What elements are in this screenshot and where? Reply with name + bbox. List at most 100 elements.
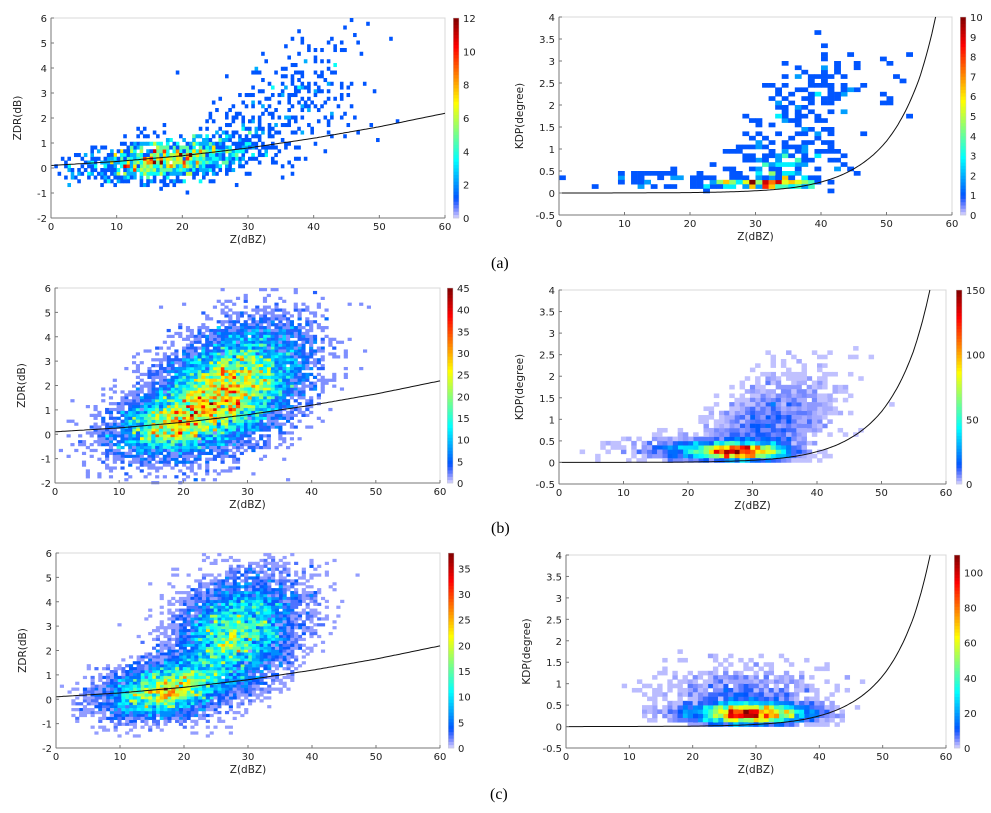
density-bin: [172, 153, 177, 158]
density-bin: [274, 153, 278, 158]
density-bin: [262, 288, 268, 292]
density-bin: [221, 156, 226, 161]
density-bin: [305, 358, 310, 362]
density-bin: [158, 416, 164, 420]
density-bin: [211, 168, 216, 173]
density-bin: [703, 453, 709, 459]
density-bin: [282, 299, 287, 303]
density-bin: [220, 328, 225, 333]
density-bin: [232, 445, 237, 450]
density-bin: [330, 115, 334, 120]
density-bin: [626, 436, 632, 442]
density-bin: [814, 113, 822, 119]
density-bin: [313, 55, 318, 60]
density-bin: [212, 445, 217, 450]
density-bin: [807, 74, 815, 79]
density-bin: [178, 428, 183, 432]
density-bin: [174, 378, 179, 382]
colorbar-segment: [960, 168, 966, 173]
density-bin: [332, 375, 337, 379]
density-bin: [212, 366, 217, 371]
density-bin: [110, 179, 114, 184]
density-bin: [786, 445, 792, 450]
density-bin: [791, 449, 797, 455]
density-bin: [267, 684, 272, 688]
density-bin: [255, 658, 260, 662]
density-bin: [282, 331, 287, 336]
density-bin: [657, 453, 663, 459]
density-bin: [232, 416, 237, 420]
density-bin: [274, 381, 279, 385]
density-bin: [247, 428, 252, 432]
density-bin: [170, 390, 175, 394]
density-bin: [224, 340, 229, 344]
density-bin: [135, 375, 140, 379]
density-bin: [112, 454, 117, 458]
density-bin: [255, 428, 260, 432]
colorbar-segment: [960, 185, 966, 189]
density-bin: [282, 416, 287, 420]
density-bin: [198, 643, 203, 647]
density-bin: [239, 340, 244, 344]
density-bin: [166, 328, 171, 333]
density-bin: [688, 449, 694, 455]
density-bin: [185, 402, 191, 406]
density-bin: [205, 611, 210, 615]
density-bin: [170, 422, 175, 426]
density-bin: [760, 415, 766, 420]
density-bin: [243, 384, 248, 388]
density-bin: [255, 646, 260, 650]
density-bin: [735, 171, 743, 176]
density-bin: [266, 337, 271, 341]
density-bin: [339, 93, 344, 98]
density-bin: [320, 387, 325, 391]
density-bin: [193, 478, 198, 482]
density-bin: [297, 145, 301, 150]
density-bin: [128, 475, 133, 479]
density-bin: [780, 406, 787, 412]
density-bin: [282, 437, 287, 441]
density-bin: [201, 646, 207, 650]
colorbar-segment: [956, 416, 962, 420]
density-bin: [178, 655, 184, 659]
density-bin: [197, 390, 202, 394]
density-bin: [284, 44, 288, 49]
density-bin: [155, 460, 160, 464]
density-bin: [286, 375, 291, 379]
density-bin: [259, 343, 264, 347]
density-bin: [194, 631, 199, 636]
density-bin: [817, 458, 823, 463]
density-bin: [274, 407, 279, 412]
density-bin: [220, 437, 225, 441]
density-bin: [326, 59, 331, 64]
density-bin: [235, 343, 241, 347]
density-bin: [286, 349, 291, 353]
density-bin: [791, 371, 797, 377]
density-bin: [297, 78, 301, 83]
x-axis-label: Z(dBZ): [737, 231, 773, 243]
density-bin: [124, 410, 129, 415]
density-bin: [817, 423, 823, 429]
density-bin: [703, 415, 709, 420]
colorbar-segment: [453, 158, 459, 162]
density-bin: [742, 175, 750, 181]
density-bin: [301, 372, 306, 377]
density-bin: [132, 460, 137, 464]
density-bin: [326, 81, 331, 86]
density-bin: [651, 436, 658, 442]
density-bin: [205, 387, 210, 391]
density-bin: [116, 434, 121, 438]
colorbar-segment: [960, 73, 966, 77]
density-bin: [744, 419, 751, 424]
density-bin: [182, 440, 187, 444]
density-bin: [270, 390, 275, 394]
density-bin: [201, 311, 206, 315]
colorbar-segment: [956, 354, 962, 359]
density-bin: [209, 416, 214, 420]
density-bin: [162, 381, 167, 385]
density-bin: [244, 655, 249, 659]
density-bin: [217, 643, 222, 647]
density-bin: [135, 422, 140, 426]
density-bin: [309, 326, 314, 330]
density-bin: [133, 149, 137, 154]
